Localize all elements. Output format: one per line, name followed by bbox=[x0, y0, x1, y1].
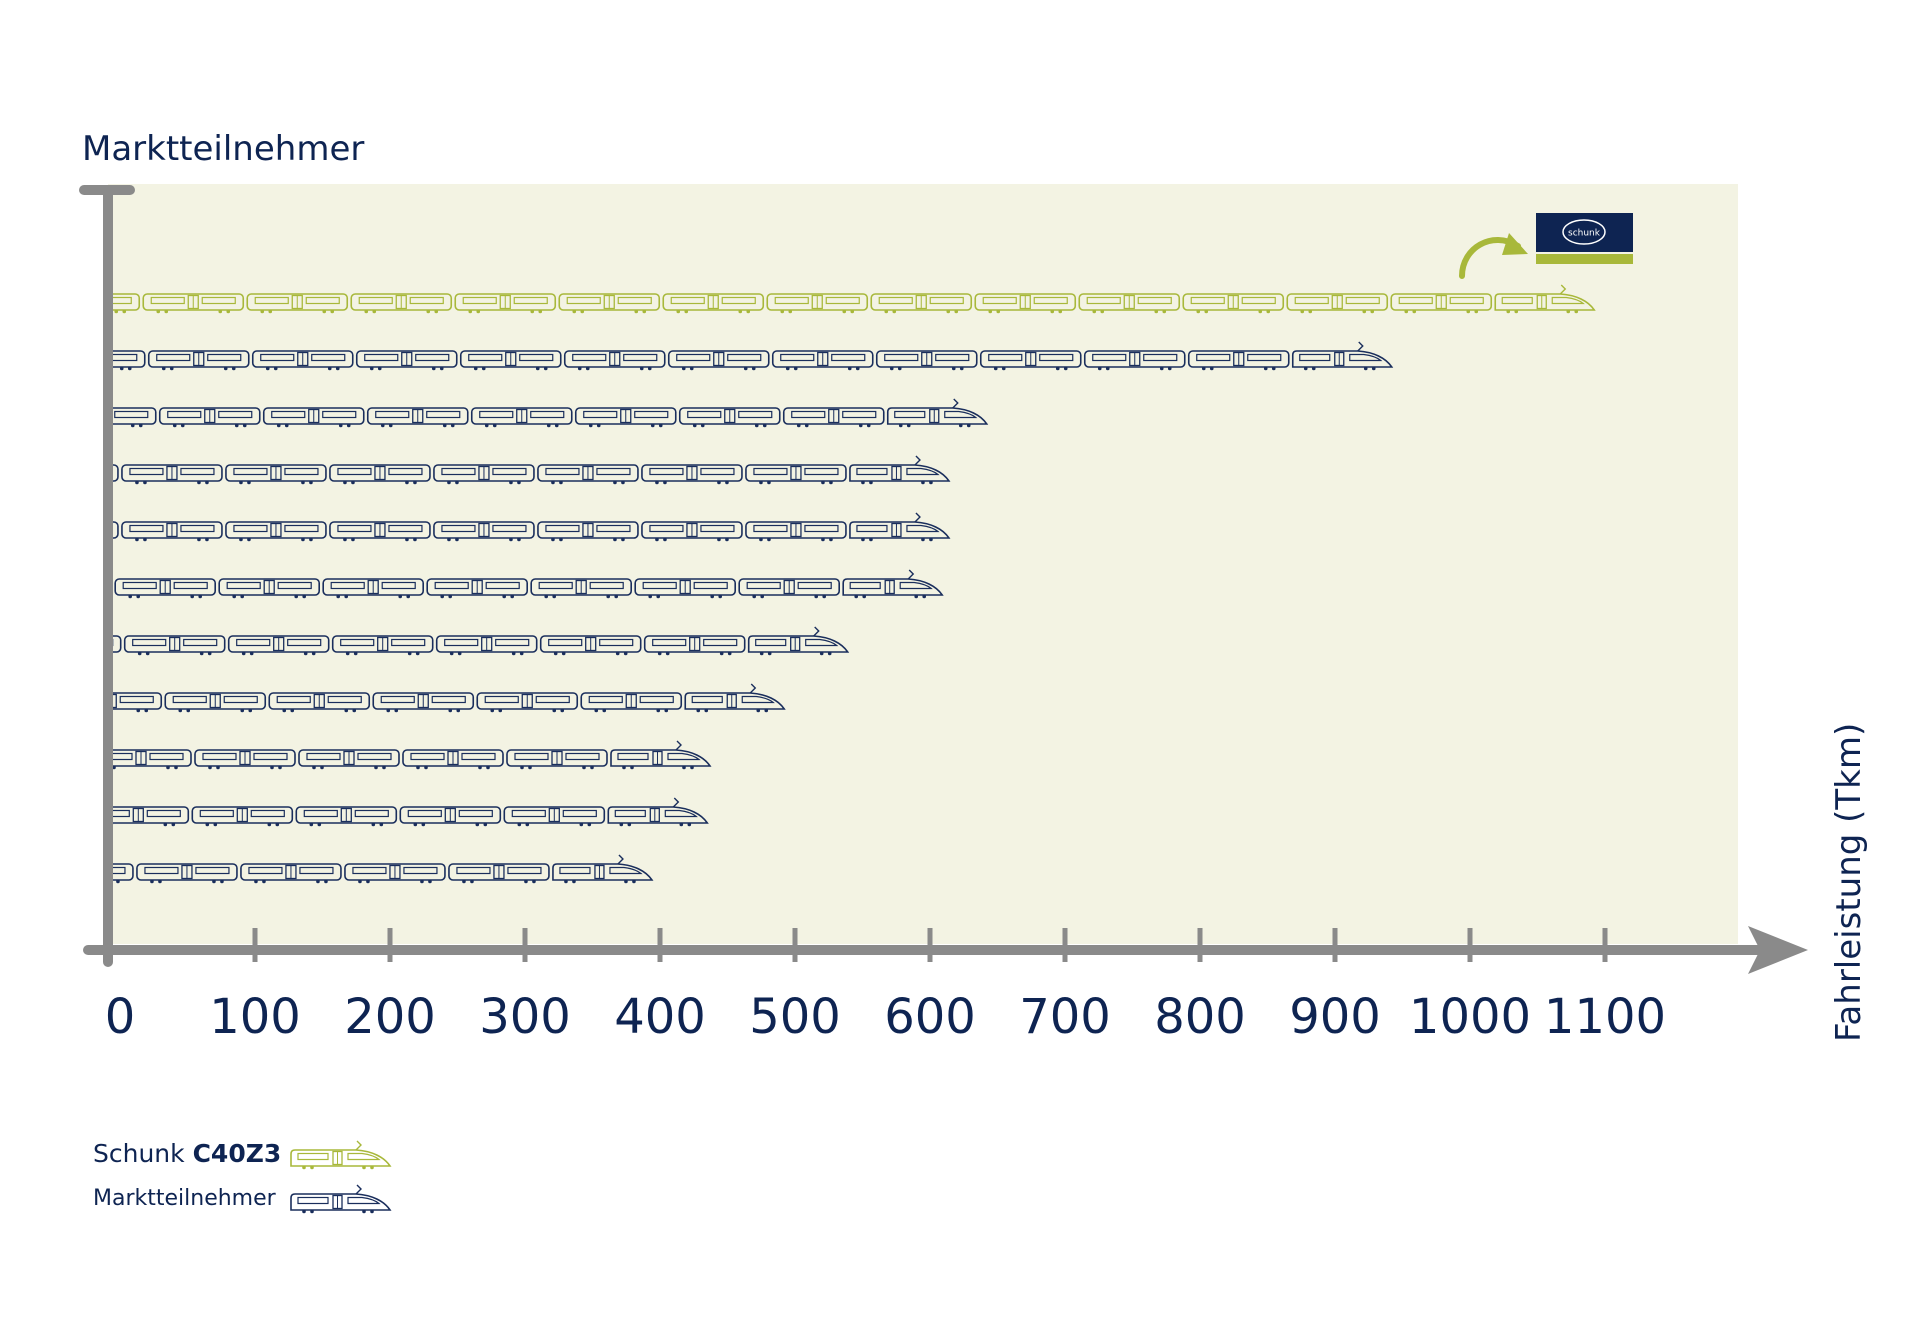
logo-text: schunk bbox=[1568, 229, 1601, 239]
svg-text:Marktteilnehmer: Marktteilnehmer bbox=[93, 1186, 277, 1211]
x-tick-label: 100 bbox=[209, 989, 301, 1045]
legend-label-participants: Marktteilnehmer bbox=[93, 1186, 277, 1211]
x-tick-label: 600 bbox=[884, 989, 976, 1045]
x-axis-arrowhead bbox=[1748, 926, 1808, 974]
x-tick-label: 800 bbox=[1154, 989, 1246, 1045]
legend-train-icon-schunk bbox=[290, 1140, 391, 1171]
legend-item-schunk: Schunk C40Z3 bbox=[93, 1139, 391, 1171]
x-tick-label: 1100 bbox=[1544, 989, 1666, 1045]
x-tick-label: 0 bbox=[105, 989, 136, 1045]
svg-text:Schunk C40Z3: Schunk C40Z3 bbox=[93, 1139, 281, 1168]
legend-label-schunk-prefix: Schunk bbox=[93, 1139, 193, 1168]
y-axis-title: Marktteilnehmer bbox=[82, 129, 364, 169]
x-tick-label: 900 bbox=[1289, 989, 1381, 1045]
schunk-logo: schunk bbox=[1459, 213, 1633, 279]
x-tick-label: 1000 bbox=[1409, 989, 1531, 1045]
plot-background bbox=[108, 184, 1738, 944]
x-tick-label: 500 bbox=[749, 989, 841, 1045]
x-axis-title: Fahrleistung (Tkm) bbox=[1829, 723, 1869, 1042]
x-ticks: 0 100 200 300 400 500 600 700 800 900 1000 1100 bbox=[105, 928, 1666, 1045]
legend-item-participants: Marktteilnehmer bbox=[93, 1184, 391, 1215]
x-tick-label: 200 bbox=[344, 989, 436, 1045]
x-tick-label: 700 bbox=[1019, 989, 1111, 1045]
legend-train-icon-participants bbox=[290, 1184, 391, 1215]
legend-label-schunk-bold: C40Z3 bbox=[193, 1139, 282, 1168]
x-tick-label: 300 bbox=[479, 989, 571, 1045]
legend: Schunk C40Z3 Marktteilnehmer bbox=[93, 1139, 391, 1215]
x-tick-label: 400 bbox=[614, 989, 706, 1045]
logo-underbar bbox=[1536, 254, 1633, 264]
arrowhead-icon bbox=[1502, 233, 1528, 255]
